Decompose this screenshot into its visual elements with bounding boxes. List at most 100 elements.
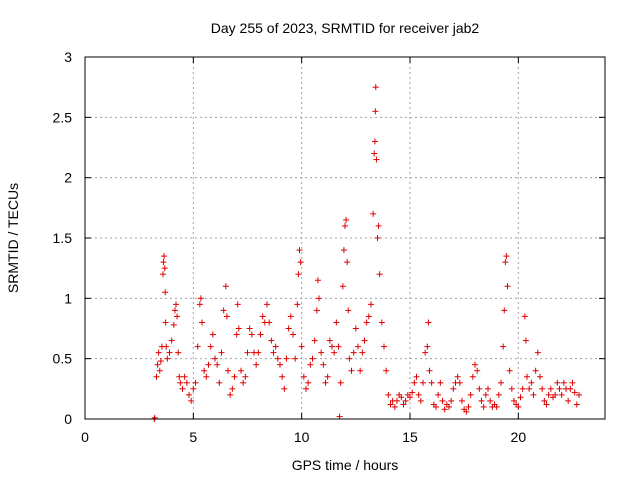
data-point [170,321,177,328]
data-point [248,331,255,338]
data-point [281,385,288,392]
data-point [194,343,201,350]
data-point [257,331,264,338]
data-point [411,379,418,386]
data-point [576,391,582,398]
data-point [196,301,203,308]
data-point [156,367,163,374]
data-point [371,138,378,145]
data-point [508,385,515,392]
data-point [373,156,380,163]
data-point [448,397,455,404]
data-point [238,367,244,374]
data-point [413,373,420,380]
x-axis-label: GPS time / hours [292,457,399,473]
y-tick-label: 1 [64,290,72,306]
data-point [279,373,286,380]
data-point [420,379,426,386]
data-point [381,343,387,350]
data-point [155,349,162,356]
data-point [422,349,429,356]
data-point [294,301,301,308]
y-tick-label: 3 [64,49,72,65]
data-point [530,391,537,398]
data-point [209,331,216,338]
data-point [476,385,483,392]
data-point [201,367,208,374]
data-point [502,259,509,266]
data-point [287,313,294,320]
data-point [266,319,273,326]
data-point [426,367,433,374]
data-point [539,385,546,392]
data-point [454,373,461,380]
data-point [348,367,355,374]
data-point [175,349,182,356]
data-point [480,403,487,410]
data-point [361,337,368,344]
data-point [297,259,304,266]
data-point [541,397,548,404]
data-point [511,397,517,404]
data-point [218,349,225,356]
x-tick-label: 20 [511,429,527,445]
x-tick-label: 10 [294,429,310,445]
data-point [179,385,186,392]
data-point [343,216,350,223]
data-point [270,349,277,356]
data-point [417,397,424,404]
data-point [558,391,565,398]
data-point [307,361,314,368]
data-point [465,403,472,410]
data-point [435,391,442,398]
data-point [372,84,379,91]
data-point [493,403,500,410]
data-point [274,355,281,362]
data-point [203,373,210,380]
data-point [318,349,325,356]
data-point [320,361,327,368]
data-point [333,319,340,326]
data-point [339,283,346,290]
data-point [303,385,309,392]
data-point [552,391,559,398]
data-point [309,355,316,362]
data-point [478,397,485,404]
data-point [545,391,552,398]
data-point [428,379,435,386]
data-point [528,379,535,386]
axis-ticks: 0 5 10 15 20 0 0.5 1 1.5 2 2.5 3 [53,49,605,445]
data-point [153,373,160,380]
data-point [164,355,171,362]
data-point [467,391,474,398]
data-point [272,343,279,350]
data-point [526,385,533,392]
data-point [400,401,407,408]
data-point [402,397,409,404]
data-point [186,391,192,398]
data-point [385,391,392,398]
y-tick-label: 0 [64,411,72,427]
data-point [547,385,554,392]
data-point [329,343,335,350]
data-point [346,355,353,362]
data-point [160,271,166,278]
data-point [474,367,481,374]
data-point [264,301,270,308]
data-point [532,367,539,374]
data-point [569,379,576,386]
data-point [501,307,508,314]
data-point [372,108,379,115]
data-point [174,313,181,320]
data-point [359,349,366,356]
data-point [503,253,510,260]
data-point [173,301,179,308]
data-point [168,337,175,344]
x-tick-label: 0 [81,429,89,445]
data-point [331,349,338,356]
data-point [344,259,351,266]
data-point [573,401,580,408]
data-point [188,397,195,404]
data-point [324,373,331,380]
data-point [214,361,221,368]
